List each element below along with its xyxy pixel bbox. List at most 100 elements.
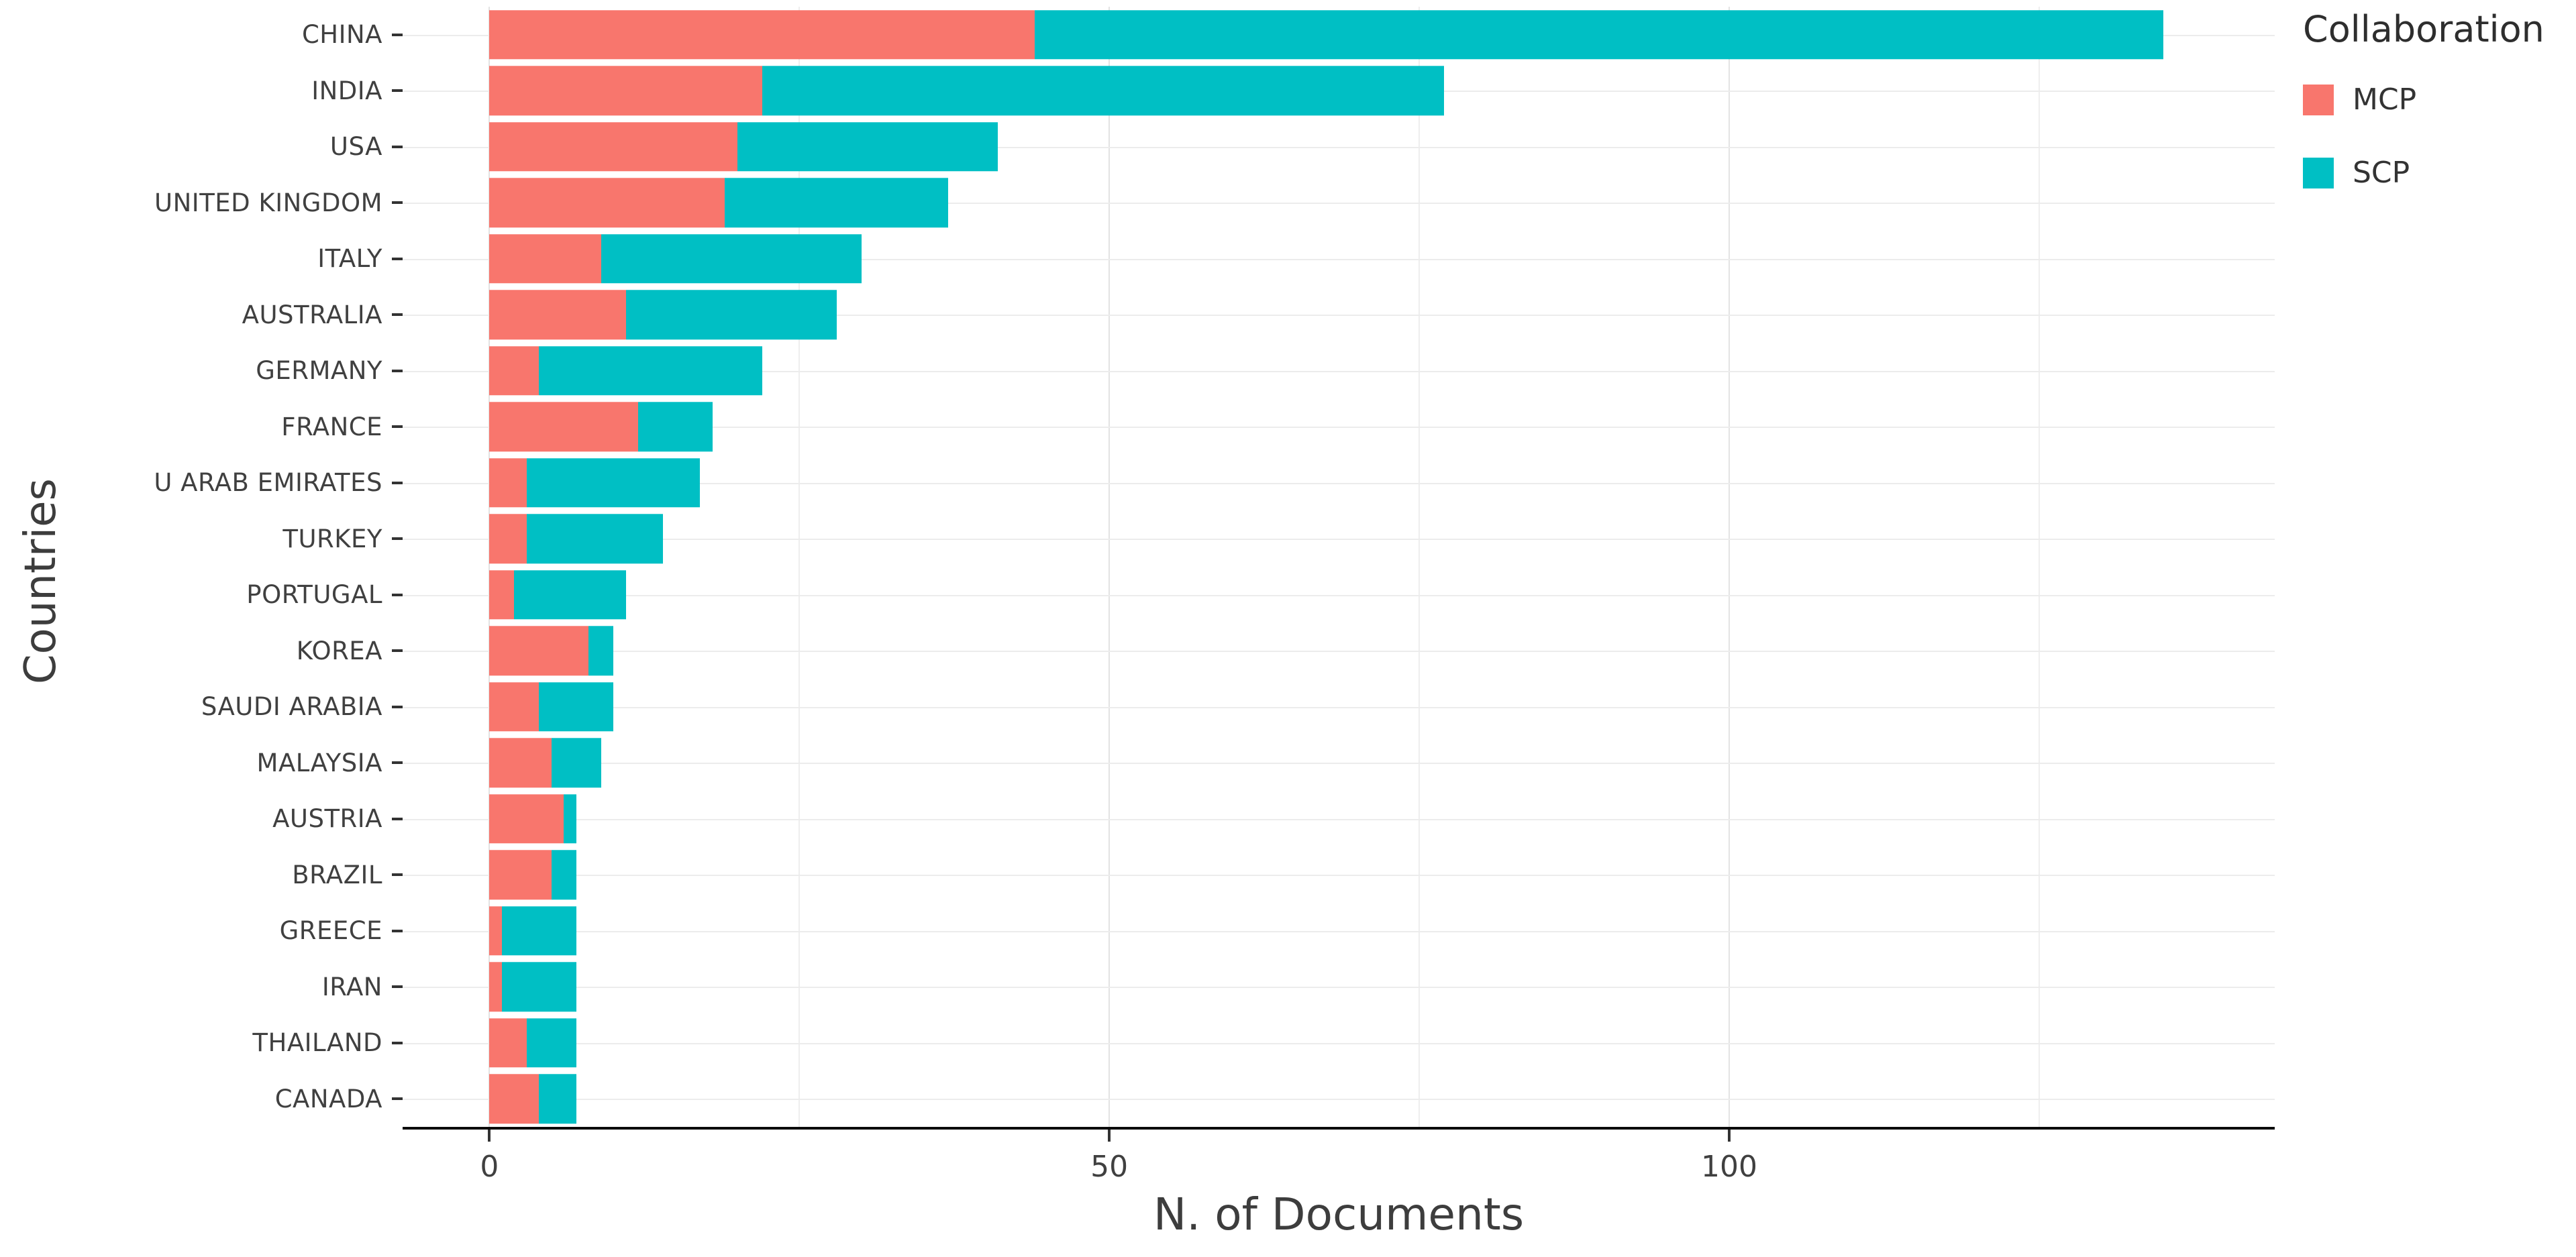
bar-segment-mcp (489, 178, 725, 227)
y-axis-label: KOREA (296, 636, 382, 665)
y-axis-tick (392, 89, 403, 93)
bar-segment-scp (588, 626, 614, 675)
y-axis-label: AUSTRALIA (242, 300, 382, 329)
y-axis-label-row: IRAN (0, 959, 403, 1016)
y-axis-tick (392, 873, 403, 877)
y-axis-label-row: MALAYSIA (0, 735, 403, 791)
x-axis-tick-label: 0 (480, 1150, 499, 1184)
y-axis-label-row: GREECE (0, 903, 403, 959)
y-axis-label-row: UNITED KINGDOM (0, 175, 403, 231)
legend-title: Collaboration (2303, 8, 2544, 50)
legend-swatch-mcp (2303, 84, 2334, 115)
x-axis-tick-label: 50 (1090, 1150, 1129, 1184)
y-axis-label-row: USA (0, 119, 403, 175)
horizontal-gridline (403, 258, 2275, 260)
horizontal-gridline (403, 930, 2275, 932)
x-axis-tick-label: 100 (1701, 1150, 1758, 1184)
y-axis-tick (392, 1041, 403, 1044)
bar-segment-scp (539, 1074, 576, 1124)
legend: Collaboration MCP SCP (2303, 8, 2544, 229)
bar-segment-scp (737, 122, 998, 172)
bar-segment-mcp (489, 10, 1035, 60)
legend-label: SCP (2353, 156, 2410, 190)
bar-segment-scp (564, 794, 576, 844)
x-axis-tick (1728, 1130, 1731, 1142)
legend-swatch-scp (2303, 157, 2334, 188)
y-axis-label-row: KOREA (0, 623, 403, 679)
y-axis-label-row: TURKEY (0, 511, 403, 567)
horizontal-gridline (403, 203, 2275, 205)
bar-row (403, 903, 2275, 959)
major-gridline (1109, 7, 1111, 1127)
bar-row (403, 7, 2275, 63)
y-axis-tick (392, 313, 403, 317)
bar-row (403, 847, 2275, 904)
bar-row (403, 1015, 2275, 1071)
bar-segment-scp (725, 178, 948, 227)
bar-row (403, 343, 2275, 399)
bar-segment-scp (526, 1018, 576, 1068)
y-axis-label-row: BRAZIL (0, 847, 403, 904)
bar-segment-mcp (489, 346, 539, 396)
y-axis-label-row: PORTUGAL (0, 567, 403, 623)
horizontal-gridline (403, 315, 2275, 317)
horizontal-gridline (403, 1099, 2275, 1101)
y-axis-label: GERMANY (256, 356, 382, 386)
y-axis-label-row: SAUDI ARABIA (0, 679, 403, 735)
minor-gridline (798, 7, 801, 1127)
y-axis-label: ITALY (317, 244, 382, 274)
bar-row (403, 399, 2275, 455)
bar-segment-mcp (489, 402, 639, 451)
y-axis-label-row: ITALY (0, 231, 403, 287)
bar-row (403, 735, 2275, 791)
horizontal-gridline (403, 1042, 2275, 1044)
bar-segment-mcp (489, 1018, 527, 1068)
y-axis-tick (392, 257, 403, 260)
y-axis-label: INDIA (311, 76, 382, 105)
horizontal-gridline (403, 987, 2275, 989)
bar-row (403, 175, 2275, 231)
y-axis-label-row: U ARAB EMIRATES (0, 455, 403, 511)
y-axis-tick (392, 761, 403, 765)
y-axis-tick (392, 929, 403, 932)
y-axis-tick (392, 985, 403, 989)
legend-label: MCP (2353, 83, 2417, 117)
bar-segment-mcp (489, 514, 527, 563)
y-axis-label-row: AUSTRIA (0, 791, 403, 847)
bar-segment-mcp (489, 122, 737, 172)
y-axis-label: GREECE (279, 916, 382, 946)
y-axis-tick (392, 537, 403, 541)
bar-segment-mcp (489, 234, 601, 284)
plot-panel (403, 7, 2275, 1127)
y-axis-tick (392, 425, 403, 429)
legend-item-mcp: MCP (2303, 83, 2544, 117)
y-axis-label-row: CANADA (0, 1071, 403, 1128)
bar-segment-scp (501, 962, 576, 1012)
horizontal-gridline (403, 763, 2275, 765)
legend-items: MCP SCP (2303, 83, 2544, 190)
bar-row (403, 567, 2275, 623)
horizontal-gridline (403, 427, 2275, 429)
x-axis-tick (488, 1130, 491, 1142)
legend-item-scp: SCP (2303, 156, 2544, 190)
minor-gridline (1419, 7, 1421, 1127)
bar-segment-mcp (489, 290, 626, 339)
bar-rows (403, 7, 2275, 1127)
bar-row (403, 791, 2275, 847)
bar-segment-scp (638, 402, 713, 451)
y-axis-label-row: CHINA (0, 7, 403, 63)
y-axis-tick (392, 593, 403, 596)
bar-segment-scp (539, 346, 762, 396)
bar-segment-mcp (489, 794, 564, 844)
y-axis-tick (392, 817, 403, 820)
bar-row (403, 1071, 2275, 1128)
y-axis-label-row: GERMANY (0, 343, 403, 399)
bar-row (403, 231, 2275, 287)
y-axis-label: U ARAB EMIRATES (154, 468, 382, 498)
y-axis-tick (392, 33, 403, 36)
major-gridline (488, 7, 491, 1127)
bar-segment-mcp (489, 458, 527, 508)
bar-segment-scp (526, 514, 663, 563)
horizontal-gridline (403, 651, 2275, 653)
